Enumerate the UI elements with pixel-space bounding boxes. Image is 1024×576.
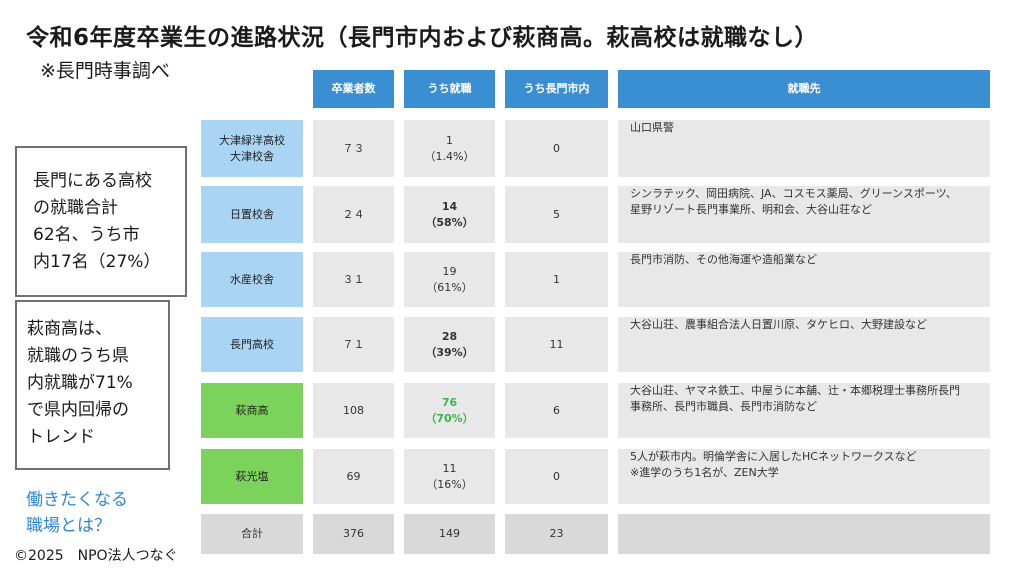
- destination-text: ※進学のうち1名が、ZEN大学: [630, 466, 779, 479]
- destination-text: 大谷山荘、ヤマネ鉄工、中屋うに本舗、辻・本郷税理士事務所長門: [630, 384, 960, 397]
- employment-summary-note: 長門にある高校 の就職合計 62名、うち市 内17名（27%）: [15, 146, 187, 297]
- employed-percent: （70%）: [425, 411, 474, 425]
- graduates-cell: ３１: [313, 252, 394, 307]
- in-city-cell: 0: [505, 449, 608, 504]
- workplace-link[interactable]: 働きたくなる 職場とは？: [26, 487, 128, 539]
- note-line: で県内回帰の: [27, 400, 129, 420]
- note-line: 内17名（27%）: [33, 252, 161, 272]
- note-line: トレンド: [27, 427, 95, 447]
- employed-percent: （16%）: [426, 477, 473, 491]
- header-graduates: 卒業者数: [313, 70, 394, 108]
- cta-line: 働きたくなる: [26, 490, 128, 510]
- graduates-cell: 108: [313, 383, 394, 438]
- school-cell: 日置校舎: [201, 186, 303, 243]
- note-line: 長門にある高校: [33, 171, 152, 191]
- school-cell: 長門高校: [201, 317, 303, 372]
- total-in-city: 23: [505, 514, 608, 554]
- employed-percent: （39%）: [425, 345, 474, 359]
- total-employed: 149: [404, 514, 495, 554]
- copyright: ©2025 NPO法人つなぐ: [14, 548, 178, 564]
- header-employed: うち就職: [404, 70, 495, 108]
- employed-percent: （1.4%）: [424, 149, 475, 163]
- graduates-cell: 69: [313, 449, 394, 504]
- employed-count: 1: [446, 133, 453, 147]
- in-city-cell: 0: [505, 120, 608, 177]
- header-in-city: うち長門市内: [505, 70, 608, 108]
- destination-text: 事務所、長門市職員、長門市消防など: [630, 400, 817, 413]
- employed-count: 11: [442, 461, 457, 475]
- employed-percent: （58%）: [425, 215, 474, 229]
- school-name: 大津校舎: [230, 149, 274, 163]
- destination-text: 大谷山荘、農事組合法人日置川原、タケヒロ、大野建設など: [630, 318, 927, 331]
- note-line: 内就職が71%: [27, 373, 133, 393]
- graduates-cell: ７１: [313, 317, 394, 372]
- school-cell: 水産校舎: [201, 252, 303, 307]
- employed-cell: 76 （70%）: [404, 383, 495, 438]
- school-name: 大津緑洋高校: [219, 133, 285, 147]
- destinations-cell: 大谷山荘、農事組合法人日置川原、タケヒロ、大野建設など: [618, 317, 990, 372]
- in-city-cell: 1: [505, 252, 608, 307]
- header-destinations: 就職先: [618, 70, 990, 108]
- in-city-cell: 6: [505, 383, 608, 438]
- destination-text: 山口県警: [630, 121, 674, 134]
- destinations-cell: 山口県警: [618, 120, 990, 177]
- graduates-cell: ２４: [313, 186, 394, 243]
- destination-text: 長門市消防、その他海運や造船業など: [630, 253, 817, 266]
- school-cell: 萩光塩: [201, 449, 303, 504]
- in-city-cell: 5: [505, 186, 608, 243]
- total-graduates: 376: [313, 514, 394, 554]
- note-line: の就職合計: [33, 198, 118, 218]
- employed-count: 14: [441, 199, 458, 213]
- in-city-cell: 11: [505, 317, 608, 372]
- employed-cell: 14 （58%）: [404, 186, 495, 243]
- employed-cell: 1 （1.4%）: [404, 120, 495, 177]
- destinations-cell: シンラテック、岡田病院、JA、コスモス薬局、グリーンスポーツ、 星野リゾート長門…: [618, 186, 990, 243]
- note-line: 就職のうち県: [27, 346, 129, 366]
- cta-line: 職場とは？: [26, 516, 111, 536]
- destination-text: 星野リゾート長門事業所、明和会、大谷山荘など: [630, 203, 872, 216]
- note-line: 萩商高は、: [27, 319, 112, 339]
- page-title: 令和6年度卒業生の進路状況（長門市内および萩商高。萩高校は就職なし）: [26, 25, 819, 51]
- destinations-cell: 長門市消防、その他海運や造船業など: [618, 252, 990, 307]
- hagi-trend-note: 萩商高は、 就職のうち県 内就職が71% で県内回帰の トレンド: [15, 300, 170, 470]
- employed-percent: （61%）: [426, 280, 473, 294]
- destination-text: シンラテック、岡田病院、JA、コスモス薬局、グリーンスポーツ、: [630, 187, 957, 200]
- graduates-cell: ７３: [313, 120, 394, 177]
- employed-count: 76: [441, 395, 458, 409]
- employed-cell: 19 （61%）: [404, 252, 495, 307]
- employed-cell: 11 （16%）: [404, 449, 495, 504]
- total-label: 合計: [201, 514, 303, 554]
- employed-cell: 28 （39%）: [404, 317, 495, 372]
- page-subtitle: ※長門時事調べ: [40, 60, 170, 82]
- destinations-cell: 5人が萩市内。明倫学舎に入居したHCネットワークスなど ※進学のうち1名が、ZE…: [618, 449, 990, 504]
- school-cell: 大津緑洋高校 大津校舎: [201, 120, 303, 177]
- note-line: 62名、うち市: [33, 225, 140, 245]
- destination-text: 5人が萩市内。明倫学舎に入居したHCネットワークスなど: [630, 450, 917, 463]
- destinations-cell: 大谷山荘、ヤマネ鉄工、中屋うに本舗、辻・本郷税理士事務所長門 事務所、長門市職員…: [618, 383, 990, 438]
- school-cell: 萩商高: [201, 383, 303, 438]
- total-destinations: [618, 514, 990, 554]
- employed-count: 28: [441, 329, 458, 343]
- employed-count: 19: [442, 264, 457, 278]
